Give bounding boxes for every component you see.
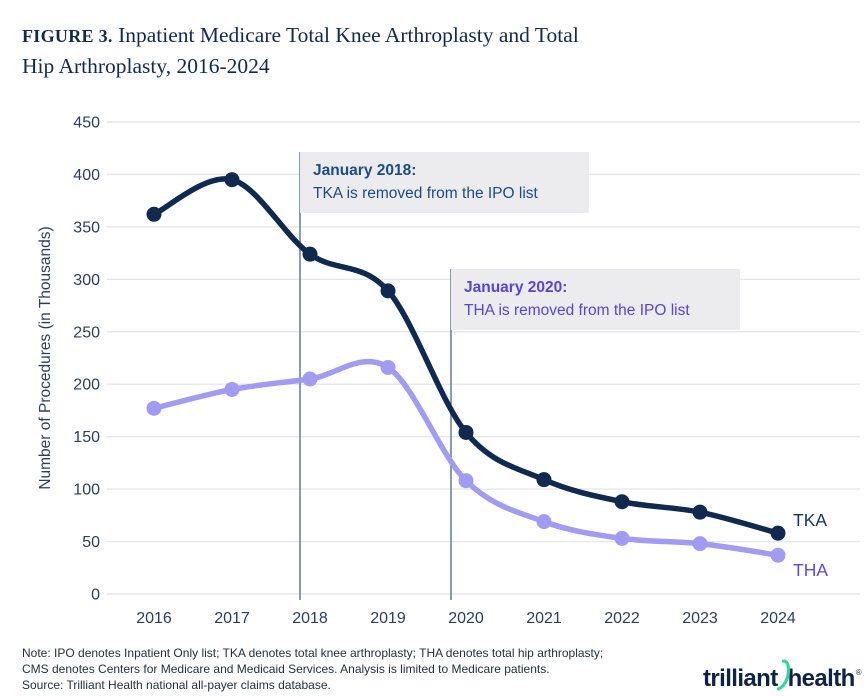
annotation-text: TKA is removed from the IPO list: [313, 185, 538, 202]
y-axis-title: Number of Procedures (in Thousands): [37, 226, 54, 489]
y-tick-label: 300: [73, 272, 100, 289]
annotation-january-2020: January 2020: THA is removed from the IP…: [451, 269, 740, 330]
tka-point-2024: [770, 525, 786, 541]
y-tick-label: 50: [82, 534, 100, 551]
tha-point-2016: [146, 400, 162, 416]
logo-swoosh-icon: [776, 659, 790, 691]
y-tick-label: 250: [73, 324, 100, 341]
tha-point-2020: [458, 473, 474, 489]
trilliant-health-logo: trilliant health ®: [703, 654, 862, 693]
y-tick-label: 150: [73, 429, 100, 446]
x-tick-label: 2021: [526, 610, 562, 627]
tka-point-2019: [380, 283, 396, 299]
y-tick-label: 0: [91, 587, 100, 604]
x-tick-label: 2024: [760, 610, 796, 627]
series-label-tka: TKA: [793, 510, 828, 530]
y-tick-label: 400: [73, 167, 100, 184]
x-tick-label: 2023: [682, 610, 718, 627]
y-tick-label: 200: [73, 377, 100, 394]
y-tick-label: 350: [73, 219, 100, 236]
tka-point-2022: [614, 494, 630, 510]
figure-title: Figure 3. Inpatient Medicare Total Knee …: [22, 20, 808, 81]
x-tick-label: 2017: [214, 610, 250, 627]
series-label-tha: THA: [793, 560, 828, 580]
y-tick-label: 100: [73, 482, 100, 499]
tka-point-2017: [224, 172, 240, 188]
tha-point-2018: [302, 371, 318, 387]
tha-point-2023: [692, 536, 708, 552]
tka-point-2016: [146, 206, 162, 222]
tka-point-2020: [458, 424, 474, 440]
tha-point-2021: [536, 514, 552, 530]
footnotes: Note: IPO denotes Inpatient Only list; T…: [22, 645, 642, 694]
x-tick-label: 2019: [370, 610, 406, 627]
y-tick-label: 450: [73, 115, 100, 132]
tha-point-2022: [614, 530, 630, 546]
logo-word-trilliant: trilliant: [703, 665, 778, 692]
note-line: Note: IPO denotes Inpatient Only list; T…: [22, 646, 604, 660]
registered-mark: ®: [855, 668, 862, 677]
annotation-text: THA is removed from the IPO list: [464, 302, 690, 319]
tha-point-2017: [224, 381, 240, 397]
x-tick-label: 2022: [604, 610, 640, 627]
x-tick-label: 2016: [136, 610, 172, 627]
tka-point-2018: [302, 246, 318, 262]
figure-label: Figure 3.: [22, 26, 113, 46]
x-tick-label: 2020: [448, 610, 484, 627]
tka-line: [151, 176, 781, 536]
figure-title-line2: Hip Arthroplasty, 2016-2024: [22, 54, 270, 78]
x-tick-label: 2018: [292, 610, 328, 627]
figure-title-line1: Inpatient Medicare Total Knee Arthroplas…: [118, 23, 579, 47]
tha-line: [151, 359, 781, 558]
tka-point-2021: [536, 472, 552, 488]
note-line: Source: Trilliant Health national all-pa…: [22, 678, 331, 693]
annotation-title: January 2020:: [464, 279, 568, 296]
tha-point-2024: [770, 547, 786, 563]
logo-word-health: health: [787, 665, 856, 692]
tha-point-2019: [380, 359, 396, 375]
annotation-title: January 2018:: [313, 162, 417, 179]
note-line: CMS denotes Centers for Medicare and Med…: [22, 662, 550, 677]
tka-point-2023: [692, 504, 708, 520]
annotation-january-2018: January 2018: TKA is removed from the IP…: [300, 152, 589, 213]
